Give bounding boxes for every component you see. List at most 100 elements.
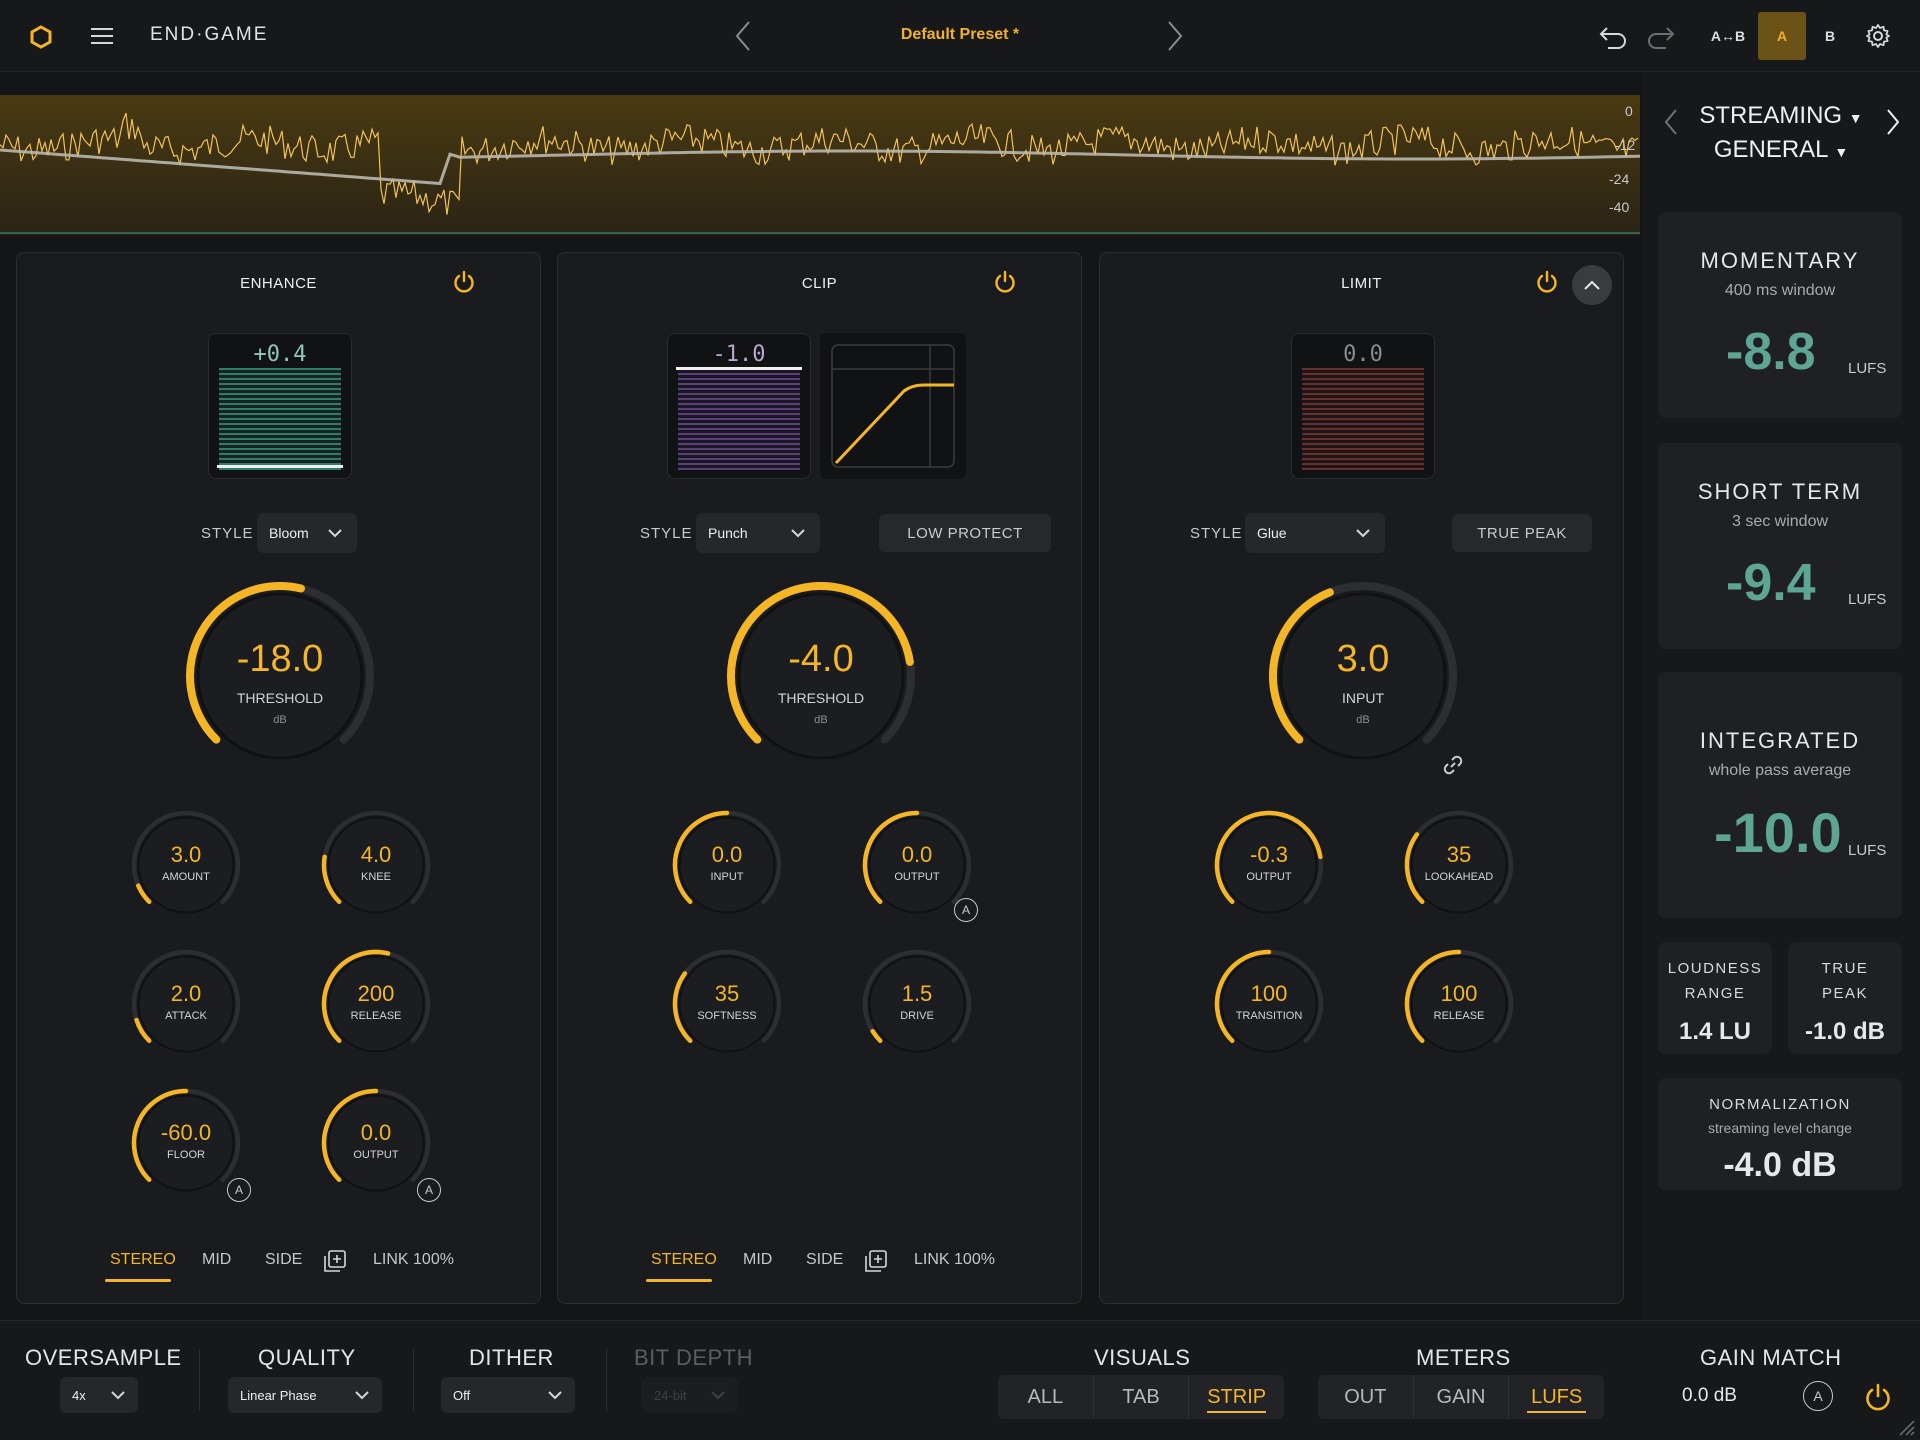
logo-hexagon-icon[interactable] xyxy=(26,22,56,52)
knob-arc xyxy=(862,810,972,914)
b-slot-button[interactable]: B xyxy=(1824,28,1836,44)
meters-out-button[interactable]: OUT xyxy=(1318,1375,1414,1419)
clip-style-dropdown[interactable]: Punch xyxy=(696,513,820,553)
clip-output-auto-badge[interactable]: A xyxy=(954,898,978,922)
clip-threshold-label: THRESHOLD xyxy=(777,690,865,706)
knob-arc xyxy=(727,582,915,760)
momentary-card: MOMENTARY 400 ms window -8.8 LUFS xyxy=(1658,212,1902,418)
clip-input-knob[interactable]: 0.0 INPUT xyxy=(670,808,784,922)
visuals-all-button[interactable]: ALL xyxy=(998,1375,1094,1419)
enhance-tab-side[interactable]: SIDE xyxy=(265,1251,303,1268)
clip-meter-bars xyxy=(678,368,800,470)
enhance-output-auto-badge[interactable]: A xyxy=(417,1178,441,1202)
ab-copy-button[interactable]: A↔B xyxy=(1710,28,1746,44)
target-selector[interactable]: STREAMING ▼ GENERAL ▼ xyxy=(1686,100,1876,168)
quality-dropdown[interactable]: Linear Phase xyxy=(228,1377,382,1413)
enhance-style-dropdown[interactable]: Bloom xyxy=(257,513,357,553)
enhance-floor-auto-badge[interactable]: A xyxy=(227,1178,251,1202)
clip-channel-tabs: STEREO MID SIDE LINK 100% xyxy=(558,1243,1081,1283)
enhance-link-label[interactable]: LINK 100% xyxy=(373,1251,454,1268)
enhance-knee-knob[interactable]: 4.0 KNEE xyxy=(319,808,433,922)
enhance-amount-knob[interactable]: 3.0 AMOUNT xyxy=(129,808,243,922)
add-band-icon[interactable] xyxy=(323,1249,347,1273)
limit-transition-value: 100 xyxy=(1250,981,1288,1006)
a-slot-button[interactable]: A xyxy=(1758,12,1806,60)
true-peak-button[interactable]: TRUE PEAK xyxy=(1452,514,1592,552)
chevron-down-icon xyxy=(548,1391,562,1400)
settings-gear-icon[interactable] xyxy=(1862,20,1894,52)
limit-module: LIMIT 0.0 STYLE Glue TRUE PEAK 3.0 INPUT… xyxy=(1099,252,1624,1304)
divider xyxy=(199,1349,200,1411)
clip-output-knob[interactable]: 0.0 OUTPUT xyxy=(860,808,974,922)
knob-arc xyxy=(672,810,782,914)
oversample-dropdown[interactable]: 4x xyxy=(60,1377,138,1413)
enhance-floor-knob[interactable]: -60.0 FLOOR xyxy=(129,1086,243,1200)
collapse-chevron-up-icon[interactable] xyxy=(1572,265,1612,305)
normalization-card: NORMALIZATION streaming level change -4.… xyxy=(1658,1078,1902,1190)
dither-label: DITHER xyxy=(469,1345,554,1370)
knob-arc xyxy=(1214,949,1324,1053)
redo-icon[interactable] xyxy=(1644,20,1678,54)
limit-style-dropdown[interactable]: Glue xyxy=(1245,513,1385,553)
enhance-release-knob[interactable]: 200 RELEASE xyxy=(319,947,433,1061)
preset-name[interactable]: Default Preset * xyxy=(900,26,1020,43)
enhance-release-label: RELEASE xyxy=(350,1010,402,1022)
visuals-label: VISUALS xyxy=(1094,1345,1191,1370)
meters-lufs-button[interactable]: LUFS xyxy=(1509,1375,1604,1419)
enhance-output-knob[interactable]: 0.0 OUTPUT xyxy=(319,1086,433,1200)
clip-drive-knob[interactable]: 1.5 DRIVE xyxy=(860,947,974,1061)
visuals-strip-button[interactable]: STRIP xyxy=(1189,1375,1284,1419)
clip-tab-stereo[interactable]: STEREO xyxy=(651,1251,717,1268)
gain-match-value: 0.0 dB xyxy=(1682,1385,1737,1406)
enhance-threshold-value: -18.0 xyxy=(236,638,324,680)
link-chain-icon[interactable] xyxy=(1442,754,1464,781)
visuals-tab-button[interactable]: TAB xyxy=(1094,1375,1190,1419)
clip-tab-side[interactable]: SIDE xyxy=(806,1251,844,1268)
menu-icon[interactable] xyxy=(86,20,118,52)
loudness-range-title-line1: LOUDNESS xyxy=(1667,960,1763,977)
low-protect-button[interactable]: LOW PROTECT xyxy=(879,514,1051,552)
waveform-display[interactable]: 0 -12 -24 -40 xyxy=(0,95,1641,235)
clip-drive-label: DRIVE xyxy=(900,1010,934,1022)
resize-handle-icon[interactable] xyxy=(1896,1417,1916,1440)
short-term-title: SHORT TERM xyxy=(1697,479,1863,504)
previous-target-icon[interactable] xyxy=(1660,102,1682,142)
short-term-value: -9.4 xyxy=(1726,554,1816,612)
enhance-output-label: OUTPUT xyxy=(353,1149,399,1161)
next-target-icon[interactable] xyxy=(1882,102,1904,142)
add-band-icon[interactable] xyxy=(864,1249,888,1273)
limit-lookahead-knob[interactable]: 35 LOOKAHEAD xyxy=(1402,808,1516,922)
enhance-channel-tabs: STEREO MID SIDE LINK 100% xyxy=(17,1243,540,1283)
clip-power-icon[interactable] xyxy=(992,269,1018,295)
dither-dropdown[interactable]: Off xyxy=(441,1377,575,1413)
limit-style-label: STYLE xyxy=(1190,525,1243,542)
enhance-attack-knob[interactable]: 2.0 ATTACK xyxy=(129,947,243,1061)
knob-arc xyxy=(1214,810,1324,914)
undo-icon[interactable] xyxy=(1596,20,1630,54)
clip-input-value: 0.0 xyxy=(711,842,743,867)
meters-gain-button[interactable]: GAIN xyxy=(1414,1375,1510,1419)
clip-softness-knob[interactable]: 35 SOFTNESS xyxy=(670,947,784,1061)
limit-release-value: 100 xyxy=(1440,981,1478,1006)
limit-release-knob[interactable]: 100 RELEASE xyxy=(1402,947,1516,1061)
gain-match-power-icon[interactable] xyxy=(1862,1381,1894,1418)
clip-output-value: 0.0 xyxy=(901,842,933,867)
clip-transfer-curve[interactable] xyxy=(820,333,966,479)
gain-match-auto-badge[interactable]: A xyxy=(1803,1381,1833,1411)
enhance-tab-mid[interactable]: MID xyxy=(202,1251,232,1268)
limit-power-icon[interactable] xyxy=(1534,269,1560,295)
enhance-amount-label: AMOUNT xyxy=(162,871,210,883)
clip-meter-line xyxy=(676,367,802,370)
enhance-threshold-knob[interactable]: -18.0 THRESHOLD dB xyxy=(182,578,378,774)
enhance-power-icon[interactable] xyxy=(451,269,477,295)
clip-tab-mid[interactable]: MID xyxy=(743,1251,773,1268)
enhance-tab-stereo[interactable]: STEREO xyxy=(110,1251,176,1268)
previous-preset-icon[interactable] xyxy=(728,16,758,56)
knob-arc xyxy=(1404,810,1514,914)
limit-transition-knob[interactable]: 100 TRANSITION xyxy=(1212,947,1326,1061)
clip-threshold-knob[interactable]: -4.0 THRESHOLD dB xyxy=(723,578,919,774)
limit-output-knob[interactable]: -0.3 OUTPUT xyxy=(1212,808,1326,922)
clip-link-label[interactable]: LINK 100% xyxy=(914,1251,995,1268)
next-preset-icon[interactable] xyxy=(1160,16,1190,56)
limit-input-knob[interactable]: 3.0 INPUT dB xyxy=(1265,578,1461,774)
